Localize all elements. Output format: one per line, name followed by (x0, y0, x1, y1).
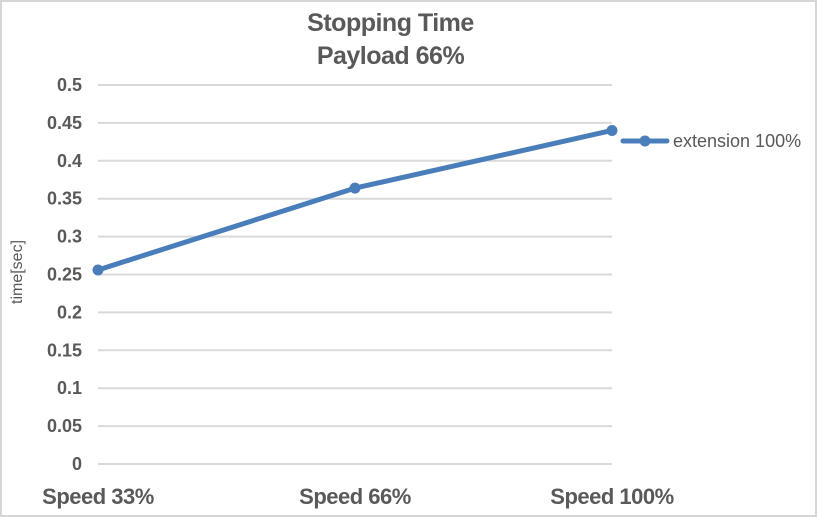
data-point-marker (349, 182, 361, 194)
x-tick-label: Speed 100% (550, 484, 673, 509)
x-tick-label: Speed 33% (42, 484, 154, 509)
y-tick-label: 0.1 (57, 378, 82, 398)
y-tick-label: 0.5 (57, 75, 82, 95)
legend-marker-sample (639, 135, 651, 147)
y-tick-label: 0.45 (47, 113, 82, 133)
chart-title-block: Stopping Time Payload 66% (2, 7, 779, 73)
series-line (95, 127, 615, 273)
x-tick-label: Speed 66% (299, 484, 411, 509)
y-axis-title: time[sec] (9, 240, 26, 304)
y-tick-label: 0.3 (57, 227, 82, 247)
legend-label: extension 100% (673, 131, 801, 151)
data-point-marker (606, 124, 618, 136)
chart-title: Stopping Time (307, 9, 474, 37)
y-tick-label: 0.25 (47, 265, 82, 285)
y-tick-label: 0 (72, 454, 82, 474)
chart-subtitle: Payload 66% (316, 42, 465, 70)
y-tick-label: 0.15 (47, 340, 82, 360)
y-tick-label: 0.35 (47, 189, 82, 209)
y-tick-label: 0.05 (47, 416, 82, 436)
y-tick-label: 0.2 (57, 302, 82, 322)
data-point-marker (92, 264, 104, 276)
y-tick-label: 0.4 (57, 151, 82, 171)
